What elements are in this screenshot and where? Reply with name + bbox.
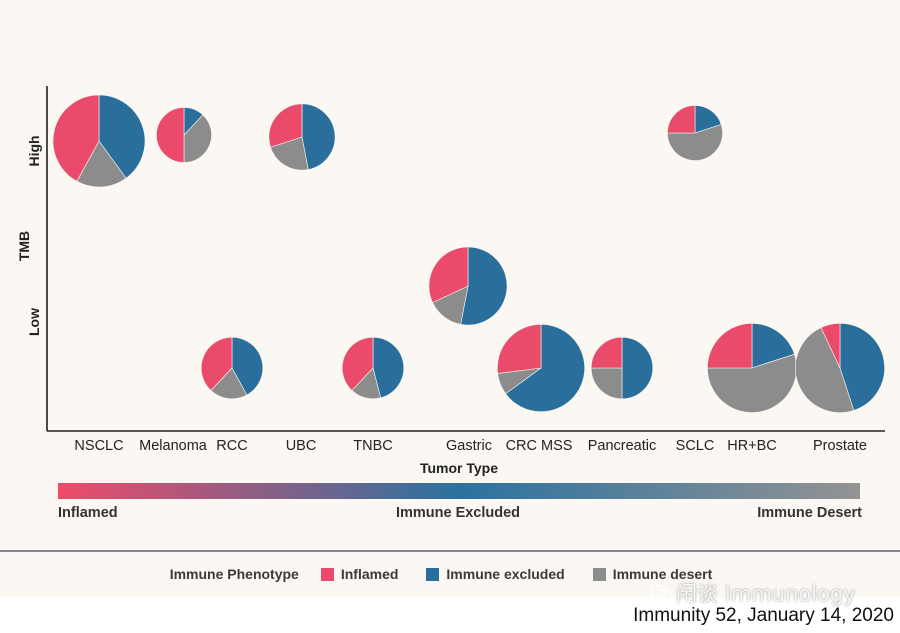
pie-slice-prostate-excluded xyxy=(839,323,885,411)
pie-prostate xyxy=(795,323,885,413)
pie-crc-mss xyxy=(496,323,585,412)
watermark: 闲谈 Immunology xyxy=(650,578,856,608)
legend-label-excluded: Immune excluded xyxy=(446,566,565,582)
pie-slice-nsclc-inflamed xyxy=(52,94,100,182)
x-tick-hrbc: HR+BC xyxy=(727,438,777,454)
legend-title: Immune Phenotype xyxy=(169,566,299,582)
y-tick-high: High xyxy=(26,135,42,166)
pie-slice-tnbc-excluded xyxy=(372,336,405,399)
x-tick-pancreatic: Pancreatic xyxy=(588,438,657,454)
pie-slice-pancreatic-desert xyxy=(590,367,623,400)
pie-hr-bc xyxy=(707,323,797,413)
pie-slice-hr-bc-excluded xyxy=(751,323,795,369)
pie-nsclc xyxy=(52,94,146,188)
x-tick-ubc: UBC xyxy=(286,438,317,454)
pie-slice-hr-bc-inflamed xyxy=(707,323,753,369)
x-tick-gastric: Gastric xyxy=(446,438,492,454)
pie-slice-melanoma-inflamed xyxy=(156,107,185,163)
gradient-label-desert: Immune Desert xyxy=(757,505,862,521)
legend-label-inflamed: Inflamed xyxy=(340,566,399,582)
pie-slice-pancreatic-excluded xyxy=(621,336,654,400)
legend-swatch-inflamed xyxy=(320,567,334,581)
pie-slice-crc-mss-excluded xyxy=(505,323,585,412)
pie-pancreatic xyxy=(590,336,654,400)
legend-swatch-desert xyxy=(592,567,606,581)
footer-strip xyxy=(0,597,900,633)
pie-slice-tnbc-inflamed xyxy=(341,336,374,391)
pie-slice-ubc-inflamed xyxy=(268,103,303,148)
legend-entry-desert: Immune desert xyxy=(592,566,713,582)
gradient-label-inflamed: Inflamed xyxy=(58,505,118,521)
pie-slice-rcc-inflamed xyxy=(200,336,233,391)
x-tick-crc-mss: CRC MSS xyxy=(506,438,573,454)
x-tick-nsclc: NSCLC xyxy=(74,438,123,454)
pie-slice-ubc-excluded xyxy=(301,103,336,170)
pie-markers xyxy=(52,94,885,413)
pie-slice-pancreatic-inflamed xyxy=(590,336,623,369)
pie-slice-gastric-excluded xyxy=(460,246,508,326)
pie-slice-melanoma-desert xyxy=(183,114,212,163)
legend-label-desert: Immune desert xyxy=(612,566,713,582)
pie-slice-prostate-inflamed xyxy=(820,323,841,369)
gradient-label-excluded: Immune Excluded xyxy=(396,505,520,521)
phenotype-gradient-bar xyxy=(58,483,860,499)
legend-entry-inflamed: Inflamed xyxy=(320,566,399,582)
pie-slice-sclc-inflamed xyxy=(667,105,696,134)
pie-sclc xyxy=(667,105,723,161)
pie-slice-ubc-desert xyxy=(270,136,309,171)
pie-slice-nsclc-excluded xyxy=(98,94,146,179)
pie-slice-prostate-desert xyxy=(795,327,855,413)
pie-slice-crc-mss-inflamed xyxy=(496,323,542,374)
pie-slice-rcc-excluded xyxy=(231,336,264,396)
pie-gastric xyxy=(428,246,508,326)
x-tick-melanoma: Melanoma xyxy=(139,438,208,454)
x-axis-title: Tumor Type xyxy=(420,460,498,476)
y-tick-low: Low xyxy=(26,308,42,336)
pie-slice-gastric-inflamed xyxy=(428,246,469,304)
pie-slice-rcc-desert xyxy=(210,367,248,400)
legend-entry-excluded: Immune excluded xyxy=(426,566,565,582)
x-tick-rcc: RCC xyxy=(216,438,247,454)
x-tick-prostate: Prostate xyxy=(813,438,867,454)
pie-rcc xyxy=(200,336,264,400)
pie-ubc xyxy=(268,103,336,171)
pie-tnbc xyxy=(341,336,405,400)
pie-melanoma xyxy=(156,107,212,163)
x-tick-tnbc: TNBC xyxy=(353,438,392,454)
wechat-logo-icon xyxy=(650,584,672,601)
legend-swatch-excluded xyxy=(426,567,440,581)
watermark-text: 闲谈 Immunology xyxy=(676,582,856,606)
citation: Immunity 52, January 14, 2020 xyxy=(633,605,894,626)
y-axis-title: TMB xyxy=(16,231,32,261)
pie-slice-sclc-desert xyxy=(667,124,723,161)
x-tick-sclc: SCLC xyxy=(676,438,715,454)
pie-slice-nsclc-desert xyxy=(76,140,127,188)
phenotype-legend: Immune Phenotype Inflamed Immune exclude… xyxy=(0,552,900,596)
